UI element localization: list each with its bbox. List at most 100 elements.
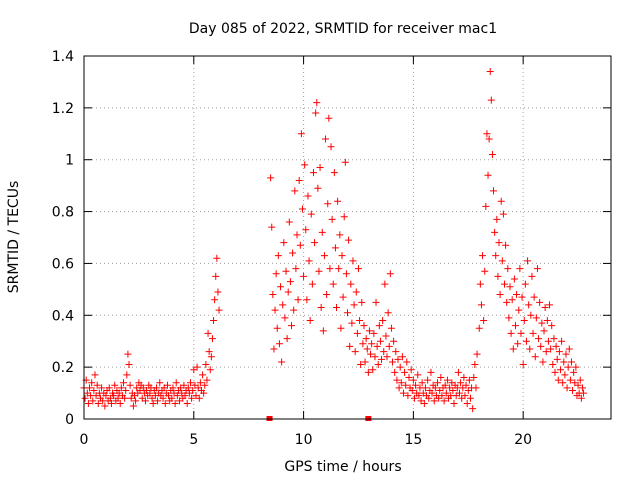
data-point — [533, 265, 541, 273]
data-point — [418, 379, 426, 387]
x-tick-label: 15 — [404, 432, 422, 448]
data-point — [213, 254, 221, 262]
data-point — [123, 371, 131, 379]
data-point — [314, 184, 322, 192]
data-point — [201, 381, 209, 389]
data-point — [506, 283, 514, 291]
data-point — [550, 335, 558, 343]
data-point — [427, 368, 435, 376]
data-point — [486, 68, 494, 76]
data-point — [466, 394, 474, 402]
data-point — [570, 368, 578, 376]
data-point — [565, 345, 573, 353]
grid-lines — [84, 56, 611, 419]
data-point — [402, 381, 410, 389]
data-point — [421, 384, 429, 392]
data-point — [301, 161, 309, 169]
data-point — [389, 358, 397, 366]
data-point — [196, 379, 204, 387]
data-point — [107, 399, 115, 407]
data-point — [124, 350, 132, 358]
data-point — [91, 371, 99, 379]
data-point — [329, 280, 337, 288]
data-point — [281, 314, 289, 322]
data-point — [334, 197, 342, 205]
data-point — [555, 348, 563, 356]
data-point — [424, 376, 432, 384]
data-point — [186, 379, 194, 387]
data-point — [462, 381, 470, 389]
data-point — [434, 379, 442, 387]
data-point — [538, 319, 546, 327]
chart-title: Day 085 of 2022, SRMTID for receiver mac… — [189, 21, 497, 37]
data-point — [373, 342, 381, 350]
data-point — [275, 340, 283, 348]
data-point — [273, 324, 281, 332]
data-point — [322, 135, 330, 143]
data-point — [509, 345, 517, 353]
data-point — [552, 342, 560, 350]
data-point — [516, 265, 524, 273]
data-point — [525, 301, 533, 309]
data-point — [363, 345, 371, 353]
data-point — [278, 358, 286, 366]
data-point — [317, 304, 325, 312]
data-point — [479, 252, 487, 260]
data-point — [267, 174, 275, 182]
data-point — [347, 280, 355, 288]
data-point — [350, 301, 358, 309]
data-point — [508, 296, 516, 304]
data-point — [211, 296, 219, 304]
data-point — [425, 394, 433, 402]
data-point — [312, 109, 320, 117]
data-point — [531, 353, 539, 361]
data-point — [159, 394, 167, 402]
data-point — [337, 324, 345, 332]
data-point — [101, 402, 109, 410]
data-point — [471, 361, 479, 369]
data-point — [537, 342, 545, 350]
data-point — [396, 363, 404, 371]
data-point — [308, 280, 316, 288]
data-point — [292, 265, 300, 273]
y-tick-label: 1 — [65, 153, 74, 169]
axis-ticks: 0 0.2 0.4 0.6 0.8 1 1.2 1.4 0 5 10 15 20 — [52, 49, 611, 448]
data-point — [441, 381, 449, 389]
data-point — [480, 316, 488, 324]
data-point — [493, 215, 501, 223]
data-point — [547, 345, 555, 353]
data-point — [498, 257, 506, 265]
data-point — [514, 340, 522, 348]
data-point — [567, 358, 575, 366]
y-tick-label: 0.8 — [52, 205, 74, 221]
data-point — [207, 353, 215, 361]
data-point — [430, 397, 438, 405]
data-point — [548, 322, 556, 330]
data-point — [428, 389, 436, 397]
data-point — [370, 329, 378, 337]
data-point — [496, 291, 504, 299]
data-point — [296, 241, 304, 249]
x-tick-label: 0 — [80, 432, 89, 448]
data-point — [578, 384, 586, 392]
data-point — [318, 228, 326, 236]
data-point — [511, 322, 519, 330]
data-point — [335, 265, 343, 273]
data-point — [161, 399, 169, 407]
data-point — [553, 355, 561, 363]
data-point — [482, 202, 490, 210]
data-point — [195, 394, 203, 402]
data-point — [520, 316, 528, 324]
data-point — [481, 267, 489, 275]
data-point — [316, 163, 324, 171]
data-point — [412, 381, 420, 389]
data-point — [282, 267, 290, 275]
data-point — [580, 389, 588, 397]
data-point — [386, 270, 394, 278]
data-point — [484, 171, 492, 179]
data-point — [518, 293, 526, 301]
data-point — [476, 280, 484, 288]
data-point — [323, 291, 331, 299]
data-point — [442, 389, 450, 397]
data-point — [449, 386, 457, 394]
